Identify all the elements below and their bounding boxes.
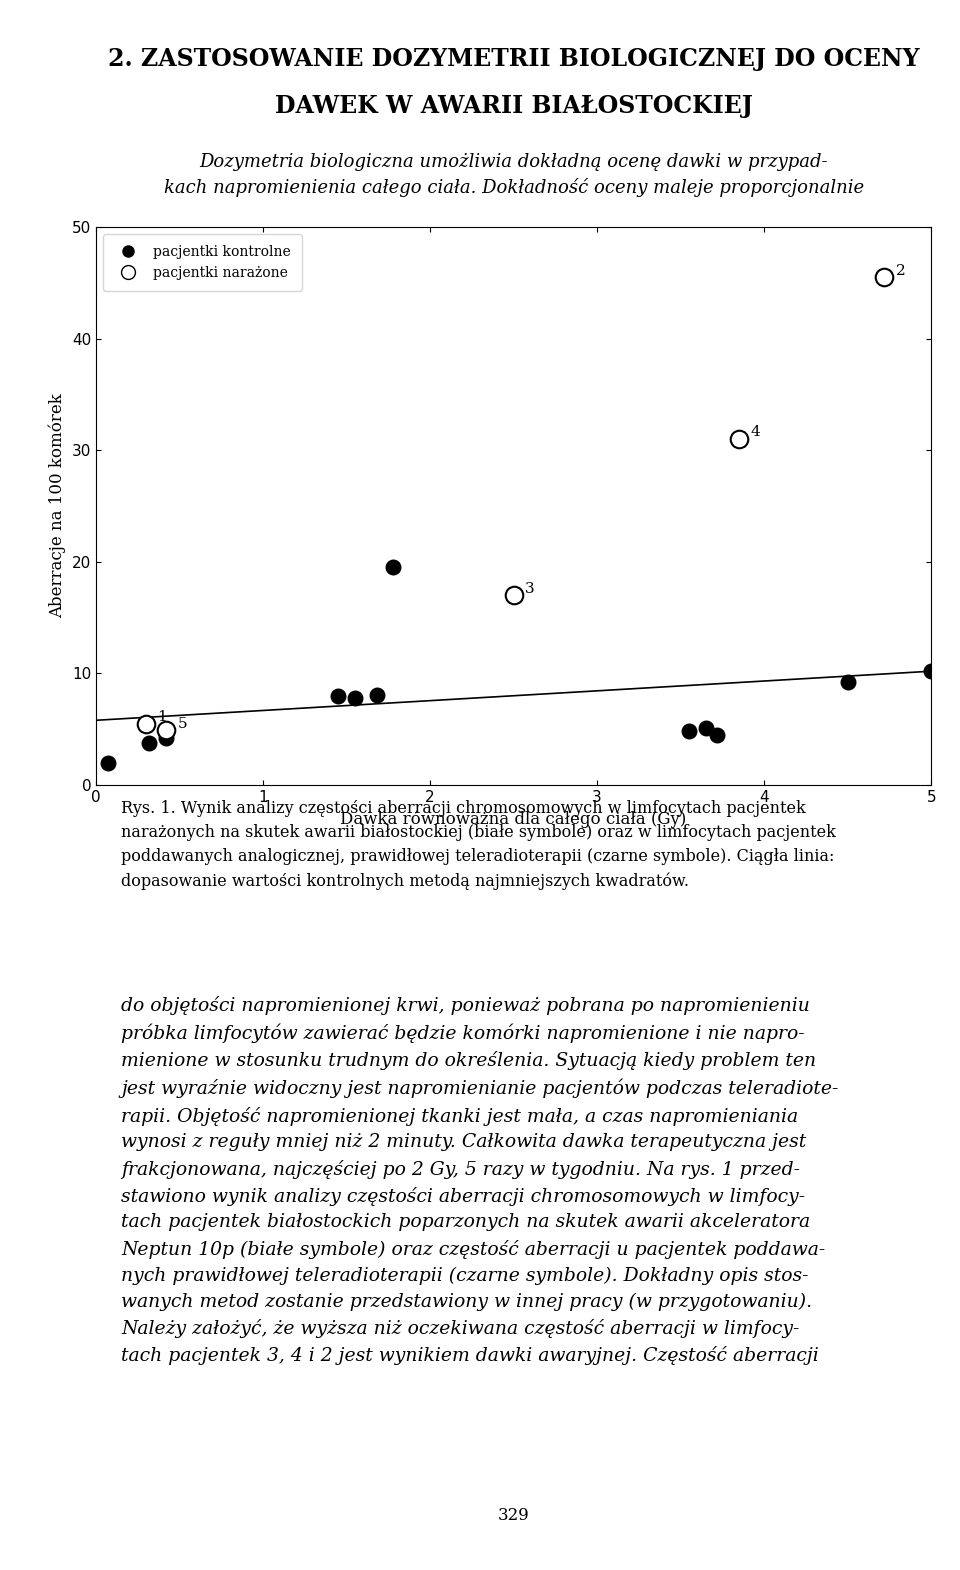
Point [142,730,157,755]
Point [924,659,939,685]
Point [732,427,747,452]
Legend: pacjentki kontrolne, pacjentki narażone: pacjentki kontrolne, pacjentki narażone [103,234,301,292]
Point [682,719,697,744]
Y-axis label: Aberracje na 100 komórek: Aberracje na 100 komórek [49,394,66,619]
Text: Dozymetria biologiczna umożliwia dokładną ocenę dawki w przypad-
kach napromieni: Dozymetria biologiczna umożliwia dokładn… [163,152,864,198]
Point [698,716,713,741]
Text: Rys. 1. Wynik analizy częstości aberracji chromosomowych w limfocytach pacjentek: Rys. 1. Wynik analizy częstości aberracj… [121,801,836,890]
Point [348,686,363,711]
Point [158,725,174,750]
Text: 4: 4 [750,425,760,440]
Text: do objętości napromienionej krwi, ponieważ pobrana po napromienieniu
próbka limf: do objętości napromienionej krwi, poniew… [121,995,838,1366]
Text: 5: 5 [178,716,187,730]
Point [100,750,115,776]
Point [386,554,401,579]
Text: DAWEK W AWARII BIAŁOSTOCKIEJ: DAWEK W AWARII BIAŁOSTOCKIEJ [275,94,753,118]
Point [840,670,855,696]
Point [138,711,154,736]
Text: 2. ZASTOSOWANIE DOZYMETRII BIOLOGICZNEJ DO OCENY: 2. ZASTOSOWANIE DOZYMETRII BIOLOGICZNEJ … [108,47,920,71]
Point [158,717,174,743]
Text: 3: 3 [525,581,535,595]
Point [369,681,384,706]
Point [506,582,521,608]
Text: 329: 329 [497,1507,530,1523]
Text: 2: 2 [896,264,905,278]
X-axis label: Dawka równoważna dla całego ciała (Gy): Dawka równoważna dla całego ciała (Gy) [341,810,686,827]
Text: 1: 1 [157,710,167,724]
Point [709,722,725,747]
Point [330,683,346,708]
Point [876,265,892,290]
